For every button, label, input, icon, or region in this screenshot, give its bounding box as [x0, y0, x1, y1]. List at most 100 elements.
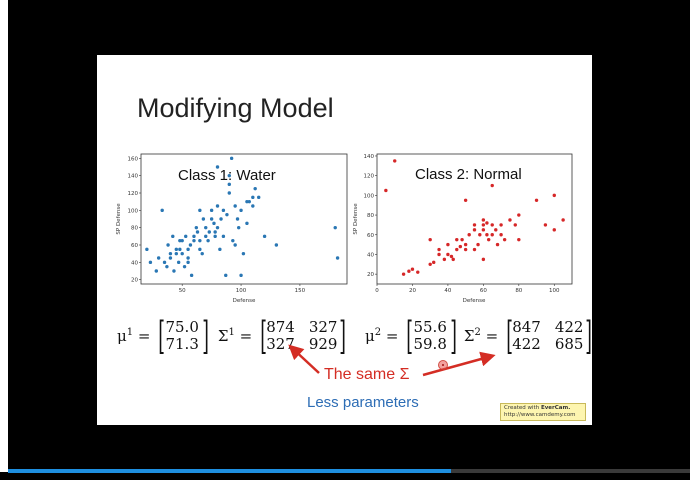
water-data-point — [251, 204, 255, 208]
normal-data-point — [481, 218, 486, 222]
normal-data-point — [460, 237, 464, 242]
water-x-tick-label: 150 — [295, 288, 306, 294]
mu1-vector: [ 75.0 71.3 ] — [158, 314, 209, 358]
water-data-point — [156, 256, 161, 260]
water-data-point — [231, 238, 235, 243]
water-data-point — [229, 156, 234, 161]
normal-x-tick-label: 100 — [549, 288, 560, 294]
video-progress-fill — [8, 469, 452, 473]
normal-data-point — [552, 228, 556, 232]
sigma1-symbol: Σ1 = — [217, 327, 253, 345]
equation-class2: μ2 = [ 55.6 59.8 ] Σ2 = [ 847 422 422 68… — [365, 317, 592, 355]
normal-data-point — [485, 233, 489, 237]
sigma1-matrix: [ 874 327 327 929 ] — [260, 314, 347, 358]
mu2-vector: [ 55.6 59.8 ] — [406, 314, 457, 358]
normal-data-point — [490, 233, 494, 237]
water-data-point — [201, 217, 206, 221]
water-data-point — [239, 208, 243, 213]
normal-data-point — [486, 237, 491, 242]
normal-data-point — [472, 223, 477, 227]
water-data-point — [212, 221, 216, 226]
normal-data-point — [495, 242, 500, 247]
water-data-point — [247, 199, 251, 204]
equation-class1: μ1 = [ 75.0 71.3 ] Σ1 = [ 874 327 327 92… — [117, 317, 351, 355]
normal-y-tick-label: 80 — [367, 213, 374, 219]
slide-title: Modifying Model — [137, 93, 334, 123]
y-axis-label-normal: SP Defense — [353, 203, 359, 235]
water-data-point — [274, 243, 279, 247]
water-data-point — [241, 251, 246, 256]
water-data-point — [168, 256, 173, 260]
water-data-point — [194, 225, 199, 230]
normal-data-point — [502, 237, 507, 242]
normal-data-point — [463, 242, 468, 247]
water-data-point — [178, 247, 182, 252]
normal-data-point — [463, 198, 468, 202]
water-data-point — [207, 230, 211, 234]
normal-data-point — [508, 218, 512, 222]
water-data-point — [213, 230, 217, 234]
sigma1-value: 327 — [266, 335, 295, 353]
normal-data-point — [416, 270, 420, 274]
water-data-point — [251, 195, 255, 200]
video-progress-bar[interactable] — [8, 469, 690, 473]
plot-area-water — [140, 153, 348, 285]
normal-data-point — [384, 188, 388, 193]
water-data-point — [239, 273, 243, 278]
water-data-point — [215, 165, 220, 169]
water-data-point — [221, 208, 226, 213]
sigma2-value: 847 — [512, 318, 541, 336]
normal-data-point — [449, 254, 454, 259]
evercam-watermark[interactable]: Created with EverCam. http://www.camdemy… — [500, 403, 586, 421]
water-data-point — [172, 269, 176, 273]
water-data-point — [148, 260, 153, 265]
sigma2-value: 422 — [554, 318, 584, 336]
water-data-point — [215, 204, 220, 208]
water-data-point — [145, 247, 149, 252]
normal-data-point — [407, 269, 411, 273]
normal-data-point — [410, 267, 415, 271]
water-data-point — [225, 212, 229, 217]
normal-data-point — [517, 237, 521, 242]
mu1-value: 71.3 — [165, 335, 199, 353]
mu2-symbol: μ2 = — [365, 327, 399, 345]
water-x-tick-label: 50 — [179, 288, 186, 294]
normal-data-point — [499, 233, 503, 237]
normal-x-tick-label: 40 — [444, 288, 451, 294]
water-x-tick-label: 100 — [236, 288, 247, 294]
water-data-point — [198, 238, 202, 243]
water-data-point — [233, 204, 237, 208]
normal-x-tick-label: 20 — [409, 288, 416, 294]
normal-data-point — [463, 247, 468, 252]
sigma1-value: 327 — [308, 318, 338, 336]
water-data-point — [204, 234, 208, 239]
normal-data-point — [543, 223, 548, 227]
chart-normal: 0 20 40 60 80 100 20 40 60 80 100 120 140 Class 2: N… — [353, 153, 573, 304]
water-data-point — [154, 269, 159, 273]
water-data-point — [176, 260, 181, 265]
normal-data-point — [467, 233, 471, 237]
normal-y-tick-label: 20 — [367, 272, 374, 278]
plot-area-normal — [376, 153, 573, 285]
water-data-point — [227, 191, 231, 195]
water-data-point — [168, 251, 173, 256]
normal-x-tick-label: 60 — [480, 288, 487, 294]
water-data-point — [227, 182, 231, 187]
water-y-tick-label: 120 — [128, 191, 139, 197]
x-axis-label-water: Defense — [233, 298, 256, 304]
water-y-tick-label: 60 — [131, 243, 138, 249]
normal-data-point — [446, 252, 450, 257]
chart-title-normal: Class 2: Normal — [415, 166, 522, 183]
water-y-tick-label: 20 — [131, 278, 138, 284]
sigma1-value: 929 — [308, 335, 338, 353]
normal-data-point — [428, 262, 432, 267]
normal-data-point — [428, 237, 432, 242]
water-data-point — [174, 251, 179, 256]
water-data-point — [195, 230, 200, 234]
water-data-point — [235, 217, 240, 221]
water-data-point — [253, 186, 257, 191]
water-data-point — [200, 251, 204, 256]
water-y-tick-label: 80 — [131, 226, 138, 232]
mu1-value: 75.0 — [165, 318, 199, 336]
normal-data-point — [472, 247, 477, 252]
